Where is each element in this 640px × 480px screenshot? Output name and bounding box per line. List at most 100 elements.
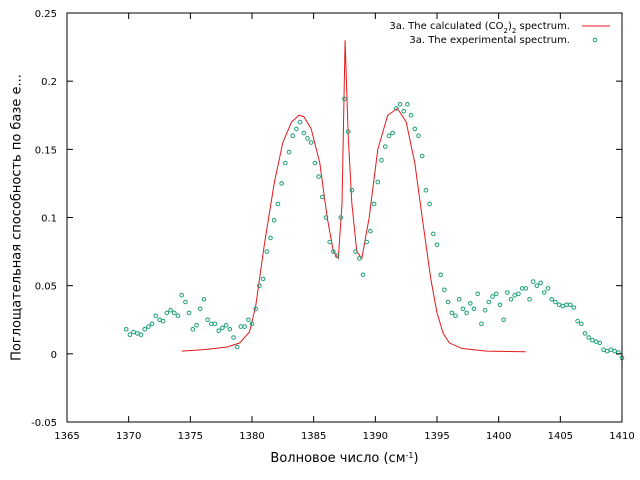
experimental-point (234, 344, 240, 350)
experimental-point (275, 201, 281, 207)
experimental-point (408, 113, 414, 118)
x-tick-label: 1410 (609, 431, 634, 442)
experimental-point (179, 292, 184, 298)
experimental-point (249, 321, 255, 327)
experimental-point (482, 307, 488, 313)
x-tick-label: 1390 (363, 431, 388, 442)
x-tick-label: 1365 (54, 431, 79, 442)
experimental-point (131, 329, 136, 335)
experimental-point (601, 347, 606, 353)
experimental-point (349, 187, 355, 193)
experimental-point (231, 335, 236, 340)
experimental-point (438, 272, 444, 278)
experimental-point (312, 160, 318, 166)
experimental-point (431, 231, 436, 237)
y-tick-label: 0.05 (35, 282, 57, 293)
experimental-point (371, 201, 377, 207)
experimental-point (305, 136, 310, 141)
experimental-point (334, 253, 340, 258)
experimental-point (390, 130, 395, 136)
experimental-point (405, 102, 410, 107)
experimental-point (246, 317, 251, 323)
y-tick-label: 0.2 (41, 77, 57, 88)
experimental-point (197, 306, 203, 312)
experimental-point (549, 297, 555, 302)
x-tick-label: 1400 (486, 431, 511, 442)
experimental-point (190, 327, 196, 332)
experimental-point (283, 160, 288, 166)
experimental-point (445, 299, 451, 305)
experimental-point (479, 321, 484, 327)
experimental-point (260, 276, 266, 282)
experimental-point (279, 181, 284, 186)
experimental-point (212, 321, 218, 327)
experimental-point (160, 318, 166, 324)
experimental-point (512, 292, 518, 298)
experimental-point (538, 280, 543, 286)
experimental-point (434, 242, 440, 248)
experimental-point (290, 133, 296, 138)
experimental-point (238, 324, 244, 329)
calculated-spectrum-line (181, 40, 526, 353)
experimental-point (545, 286, 551, 291)
experimental-point (253, 306, 258, 312)
experimental-point (397, 102, 403, 107)
experimental-point (575, 318, 580, 324)
x-tick-label: 1395 (424, 431, 449, 442)
experimental-point (183, 299, 188, 305)
experimental-point (534, 283, 540, 289)
experimental-point (172, 310, 177, 316)
experimental-point (338, 215, 344, 220)
experimental-point (271, 217, 277, 223)
experimental-point (379, 157, 384, 163)
experimental-point (138, 332, 144, 338)
experimental-point (590, 337, 595, 343)
experimental-point (360, 272, 366, 278)
experimental-point (593, 339, 599, 344)
experimental-point (579, 321, 584, 327)
experimental-point (490, 294, 495, 299)
legend-experimental-swatch (592, 37, 598, 43)
experimental-point (242, 324, 247, 329)
experimental-point (345, 129, 351, 134)
experimental-point (149, 321, 155, 327)
y-axis-label: Поглощательная способность по базе е... (10, 74, 25, 361)
experimental-point (301, 130, 307, 136)
experimental-point (564, 302, 569, 308)
experimental-point (471, 306, 477, 312)
y-tick-label: 0.25 (35, 9, 57, 20)
x-tick-label: 1375 (178, 431, 203, 442)
experimental-point (268, 235, 273, 241)
experimental-point (186, 310, 192, 316)
experimental-point (220, 325, 225, 331)
experimental-point (423, 187, 429, 193)
experimental-point (464, 310, 469, 316)
experimental-point (523, 286, 529, 291)
experimental-point (209, 321, 214, 327)
experimental-point (604, 348, 610, 354)
experimental-point (582, 331, 588, 336)
experimental-point (331, 249, 336, 254)
experimental-point (353, 249, 358, 254)
experimental-point (323, 215, 329, 220)
axis-ticks: 1365 1370 1375 1380 1385 1390 1395 1400 1405 1410… (31, 9, 635, 442)
experimental-point (571, 305, 577, 310)
experimental-point (320, 194, 325, 200)
experimental-point (205, 317, 210, 323)
experimental-point (501, 317, 506, 323)
experimental-point (394, 106, 399, 111)
x-tick-label: 1405 (548, 431, 573, 442)
experimental-point (508, 297, 514, 302)
experimental-point (142, 327, 147, 332)
experimental-point (157, 317, 162, 323)
experimental-point (375, 179, 381, 185)
experimental-point (168, 307, 173, 313)
y-tick-label: 0.15 (35, 145, 57, 156)
legend: 3a. The calculated (CO2)2 spectrum. 3a. … (389, 21, 610, 46)
experimental-point (456, 297, 462, 302)
experimental-point (316, 174, 321, 179)
experimental-point (327, 239, 333, 245)
experimental-point (294, 126, 299, 132)
experimental-point (453, 313, 458, 319)
experimental-point (486, 299, 492, 305)
